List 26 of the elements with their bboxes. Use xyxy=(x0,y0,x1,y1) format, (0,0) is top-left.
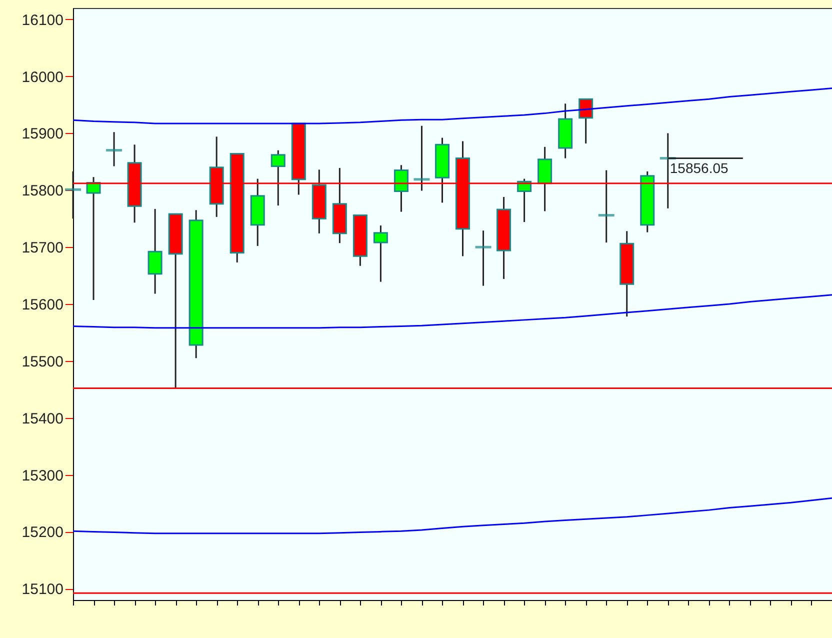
line-series xyxy=(73,294,832,329)
candlestick xyxy=(373,224,388,283)
candlestick xyxy=(475,230,492,287)
candlestick xyxy=(106,131,122,167)
y-tick-label: 16100 xyxy=(22,12,64,29)
y-tick-label: 15300 xyxy=(22,467,64,484)
candlestick xyxy=(394,164,408,213)
y-tick-label: 15600 xyxy=(22,296,64,314)
y-tick-label: 15700 xyxy=(22,240,64,257)
candlestick xyxy=(414,125,430,192)
y-tick-label: 15500 xyxy=(22,353,64,370)
candlestick xyxy=(538,146,552,212)
annotation: 15856.05 xyxy=(670,160,728,176)
line-series xyxy=(73,88,832,124)
candlestick xyxy=(148,208,162,295)
y-tick-label: 15200 xyxy=(22,524,64,542)
y-tick-label: 15400 xyxy=(22,410,64,428)
candlestick xyxy=(578,98,594,144)
candlestick xyxy=(270,150,286,206)
y-tick-label: 15800 xyxy=(22,182,64,200)
y-tick-label: 15100 xyxy=(22,581,64,598)
y-tick-label: 16000 xyxy=(22,68,64,86)
y-tick-label: 15900 xyxy=(22,126,64,143)
candlestick xyxy=(86,176,101,301)
line-series xyxy=(73,497,832,534)
candlestick xyxy=(598,169,614,244)
